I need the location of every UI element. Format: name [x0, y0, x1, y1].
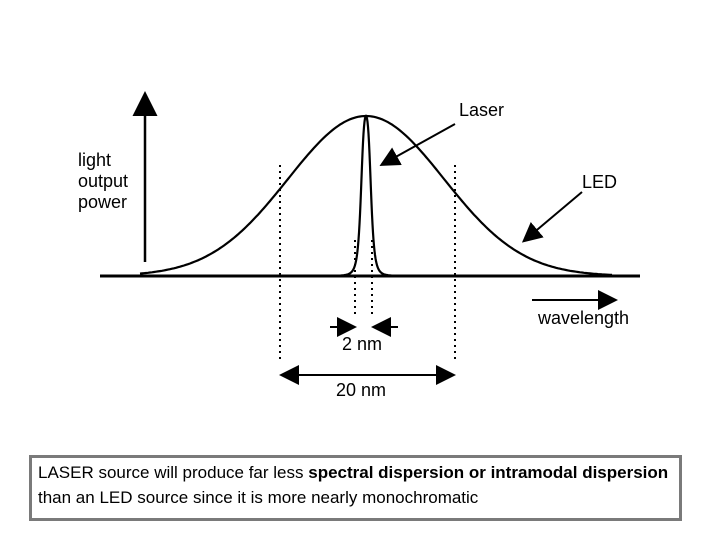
y-axis-label: light output power: [78, 150, 133, 212]
spectral-width-diagram: light output power Laser LED wavelength …: [78, 91, 640, 400]
narrow-width-label: 2 nm: [342, 334, 382, 354]
caption-text-1: LASER source will produce far less: [38, 463, 309, 482]
led-spectrum-curve: [139, 114, 613, 276]
caption-bold-text: spectral dispersion or intramodal disper…: [308, 463, 669, 482]
caption-box: LASER source will produce far less spect…: [29, 455, 682, 521]
led-pointer-arrow: [521, 191, 583, 243]
laser-spectrum-curve: [318, 114, 414, 278]
laser-pointer-arrow: [379, 123, 456, 166]
wide-width-label: 20 nm: [336, 380, 386, 400]
wavelength-label: wavelength: [537, 308, 629, 328]
laser-label: Laser: [459, 100, 504, 120]
led-label: LED: [582, 172, 617, 192]
caption-text-2: than an LED source since it is more near…: [38, 488, 479, 507]
